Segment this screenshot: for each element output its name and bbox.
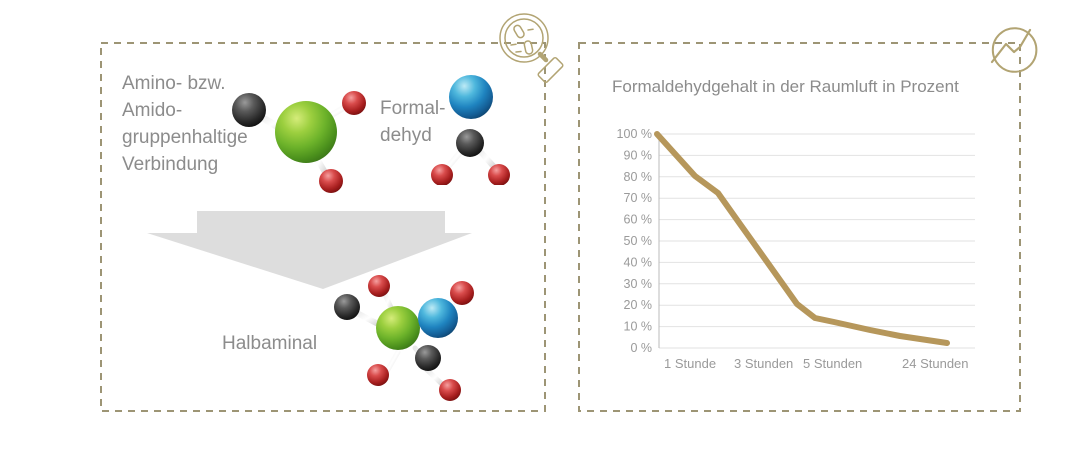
svg-text:1 Stunde: 1 Stunde	[664, 356, 716, 370]
svg-text:80 %: 80 %	[624, 170, 653, 184]
svg-text:40 %: 40 %	[624, 255, 653, 269]
svg-text:0 %: 0 %	[630, 341, 652, 355]
svg-text:50 %: 50 %	[624, 234, 653, 248]
svg-text:60 %: 60 %	[624, 213, 653, 227]
svg-text:90 %: 90 %	[624, 148, 653, 162]
svg-text:20 %: 20 %	[624, 298, 653, 312]
svg-text:5 Stunden: 5 Stunden	[803, 356, 862, 370]
svg-text:24 Stunden: 24 Stunden	[902, 356, 969, 370]
svg-text:70 %: 70 %	[624, 191, 653, 205]
svg-text:100 %: 100 %	[617, 127, 652, 141]
svg-text:3 Stunden: 3 Stunden	[734, 356, 793, 370]
svg-text:10 %: 10 %	[624, 320, 653, 334]
svg-text:30 %: 30 %	[624, 277, 653, 291]
